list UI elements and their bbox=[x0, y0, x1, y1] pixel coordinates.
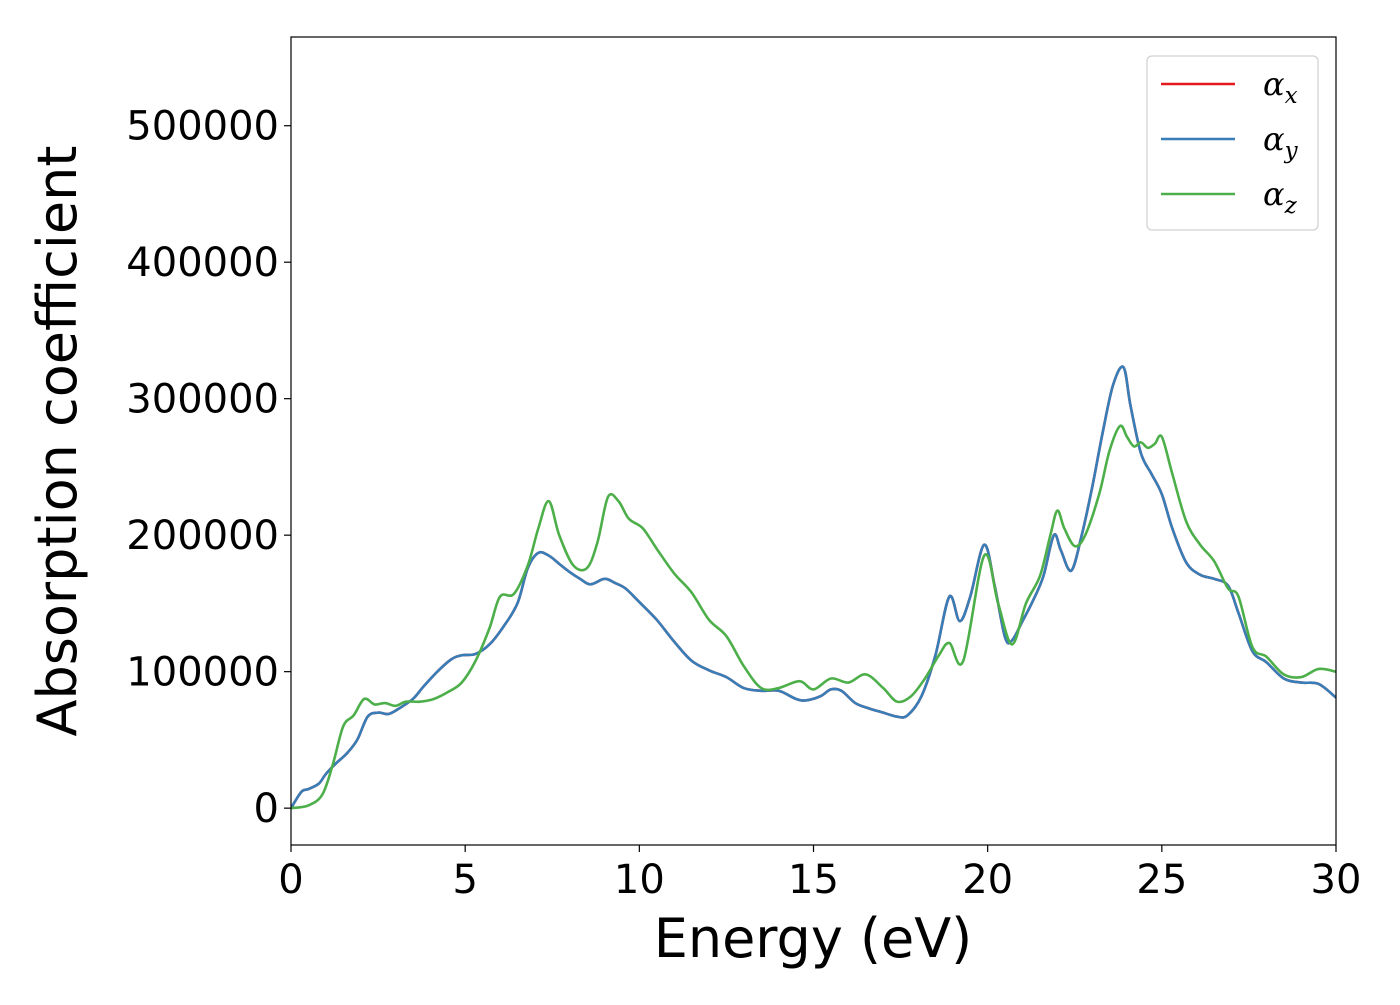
y-tick-label: 300000 bbox=[126, 377, 279, 423]
series-line-x bbox=[291, 365, 1336, 809]
y-tick-label: 400000 bbox=[126, 240, 279, 286]
y-tick-label: 200000 bbox=[126, 513, 279, 559]
legend-label-z: αz bbox=[1263, 175, 1298, 219]
series-line-z bbox=[291, 424, 1336, 810]
y-tick-label: 500000 bbox=[126, 104, 279, 150]
series-line-y bbox=[291, 365, 1336, 809]
x-axis-title: Energy (eV) bbox=[654, 907, 973, 970]
y-axis-title: Absorption coefficient bbox=[26, 146, 89, 737]
legend: αx αy αz bbox=[1146, 55, 1319, 231]
axes-layer: 0 5 10 15 20 25 30 0 100000 200000 300000 400000 500… bbox=[126, 36, 1362, 903]
x-tick-label: 15 bbox=[788, 857, 839, 903]
x-tick-label: 10 bbox=[614, 857, 665, 903]
legend-box bbox=[1146, 55, 1319, 231]
x-tick-label: 30 bbox=[1311, 857, 1362, 903]
x-tick-label: 0 bbox=[278, 857, 303, 903]
series-layer bbox=[291, 365, 1336, 810]
x-tick-label: 25 bbox=[1136, 857, 1187, 903]
legend-label-x: αx bbox=[1263, 65, 1298, 109]
x-tick-label: 20 bbox=[962, 857, 1013, 903]
x-tick-label: 5 bbox=[452, 857, 477, 903]
legend-label-y: αy bbox=[1263, 120, 1299, 164]
y-tick-label: 0 bbox=[254, 786, 279, 832]
y-tick-label: 100000 bbox=[126, 650, 279, 696]
